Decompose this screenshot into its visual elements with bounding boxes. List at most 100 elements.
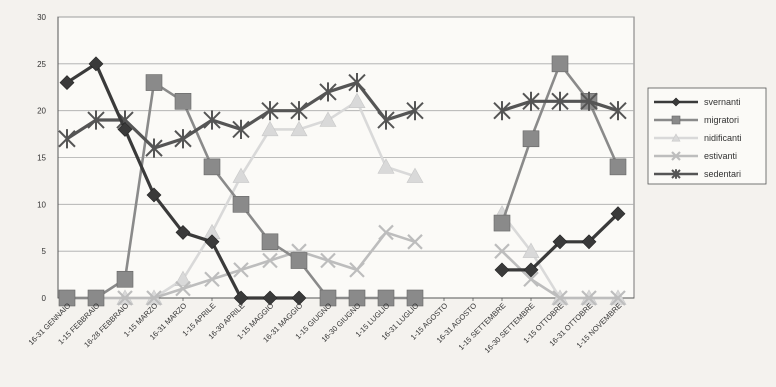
y-tick-label: 0 [42, 294, 47, 303]
y-tick-label: 10 [37, 200, 46, 209]
y-tick-label: 30 [37, 13, 46, 22]
data-point [232, 196, 250, 213]
data-point [117, 290, 133, 306]
data-point [494, 262, 510, 278]
legend-item-nidificanti: nidificanti [654, 133, 742, 143]
data-point [233, 290, 249, 306]
y-tick-label: 15 [37, 154, 46, 163]
data-point [493, 101, 511, 121]
data-point [116, 270, 134, 288]
data-point [290, 101, 308, 121]
legend-box [647, 87, 767, 185]
data-point [145, 138, 163, 158]
data-point [671, 97, 681, 107]
data-point [377, 158, 395, 174]
data-point [319, 289, 337, 307]
data-point [290, 252, 308, 269]
data-point [174, 270, 192, 286]
legend-item-sedentari: sedentari [654, 169, 741, 179]
data-point [175, 280, 191, 297]
data-point [203, 158, 221, 176]
data-point [609, 158, 627, 176]
legend-item-migratori: migratori [654, 115, 739, 125]
data-point [291, 290, 307, 306]
legend: svernanti migratori nidificanti estivanti se… [647, 87, 767, 185]
series-svernanti [59, 56, 626, 306]
data-point [494, 243, 510, 259]
series-lines [58, 55, 627, 307]
data-point [349, 262, 365, 278]
legend-label: migratori [704, 115, 739, 125]
data-point [377, 110, 395, 130]
series-migratori [58, 55, 627, 307]
data-point [580, 91, 598, 111]
data-point [261, 233, 279, 251]
x-tick-label: 16-30 SETTEMBRE [483, 301, 537, 355]
data-point [407, 234, 423, 250]
y-tick-labels: 0 5 10 15 20 25 30 [37, 13, 46, 303]
data-point [261, 101, 279, 121]
data-point [378, 224, 394, 241]
data-point [117, 121, 133, 137]
data-point [671, 133, 681, 142]
data-point [551, 55, 569, 73]
data-point [348, 92, 366, 108]
y-tick-label: 25 [37, 60, 46, 69]
data-point [175, 225, 191, 240]
data-point [232, 167, 250, 183]
data-point [551, 91, 569, 111]
data-point [262, 290, 278, 306]
data-point [552, 234, 568, 250]
data-point [203, 110, 221, 130]
data-point [319, 111, 337, 127]
data-point [523, 271, 539, 288]
data-point [174, 129, 192, 149]
data-point [58, 129, 76, 149]
y-tick-label: 5 [42, 247, 47, 256]
data-point [523, 262, 539, 278]
data-point [522, 91, 540, 111]
data-point [320, 252, 336, 269]
data-point [146, 290, 162, 306]
data-point [290, 120, 308, 137]
legend-label: estivanti [704, 151, 737, 161]
data-point [261, 120, 279, 137]
data-point [87, 289, 105, 307]
legend-label: svernanti [704, 97, 741, 107]
data-point [610, 206, 626, 222]
data-point [58, 289, 76, 307]
data-point [609, 101, 627, 121]
series-sedentari [58, 72, 627, 158]
data-point [581, 234, 597, 250]
legend-item-svernanti: svernanti [654, 97, 741, 107]
data-point [406, 101, 424, 121]
data-point [671, 151, 681, 161]
data-point [610, 290, 626, 306]
data-point [233, 262, 249, 278]
data-point [406, 167, 424, 183]
data-point [145, 74, 163, 91]
data-point [88, 56, 104, 72]
data-point [59, 75, 75, 90]
data-point [671, 115, 681, 125]
y-tick-label: 20 [37, 107, 46, 116]
data-point [552, 290, 568, 306]
data-point [406, 289, 424, 307]
data-point [204, 271, 220, 288]
data-point [377, 289, 395, 307]
data-point [671, 169, 681, 179]
data-point [174, 93, 192, 110]
data-point [522, 242, 540, 258]
data-point [348, 72, 366, 93]
legend-label: nidificanti [704, 133, 742, 143]
data-point [348, 289, 366, 307]
data-point [493, 214, 511, 232]
data-point [262, 252, 278, 269]
data-point [319, 82, 337, 102]
data-point [581, 290, 597, 306]
legend-label: sedentari [704, 169, 741, 179]
data-point [204, 234, 220, 250]
